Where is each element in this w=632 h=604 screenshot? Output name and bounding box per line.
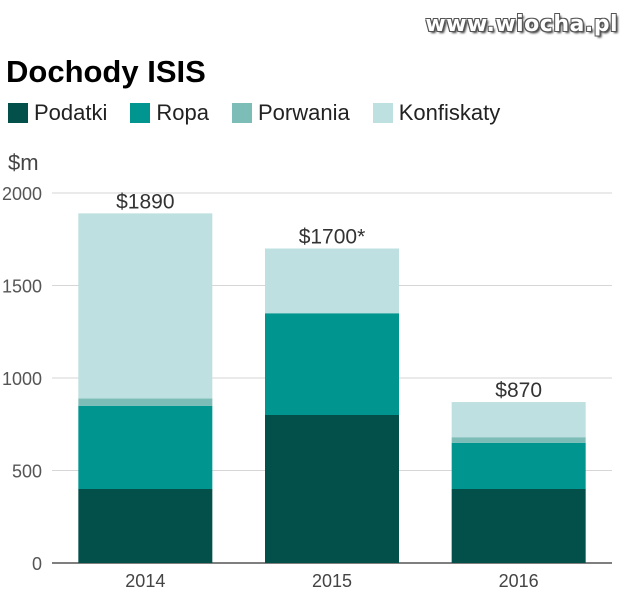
legend-label-konfiskaty: Konfiskaty [398,100,501,125]
bar-segment-konfiskaty-2014 [78,213,213,399]
legend-swatch-ropa [130,103,151,123]
bar-segment-konfiskaty-2016 [451,402,586,438]
chart-title: Dochody ISIS [6,54,206,89]
total-label-2014: $1890 [116,190,174,213]
x-tick-label-2016: 2016 [499,571,539,591]
legend-swatch-porwania [231,103,252,123]
legend-item-porwania: Porwania [231,100,350,126]
x-tick-label-2014: 2014 [125,571,165,591]
bar-segment-podatki-2015 [265,415,399,563]
legend-swatch-konfiskaty [372,103,393,123]
x-tick-label-2015: 2015 [312,571,352,591]
watermark-logo: www.wiocha.pl [425,12,618,37]
legend-item-ropa: Ropa [130,100,209,126]
y-tick-label-500: 500 [12,462,42,482]
y-tick-label-1000: 1000 [2,369,42,389]
bar-segment-podatki-2016 [451,489,586,563]
legend-item-konfiskaty: Konfiskaty [372,100,501,126]
bar-segment-konfiskaty-2015 [265,248,399,314]
bar-segment-ropa-2016 [451,442,586,489]
bar-segment-ropa-2014 [78,405,213,489]
legend-label-ropa: Ropa [156,100,209,125]
legend-label-podatki: Podatki [34,100,108,125]
total-label-2016: $870 [495,379,542,402]
y-tick-label-0: 0 [32,554,42,574]
y-tick-label-1500: 1500 [2,277,42,297]
bar-segment-podatki-2014 [78,489,213,563]
legend-label-porwania: Porwania [257,100,350,125]
legend-item-podatki: Podatki [8,100,107,126]
legend: Podatki Ropa Porwania Konfiskaty [8,100,523,126]
bar-segment-ropa-2015 [265,313,399,415]
bar-segment-porwania-2016 [451,437,586,443]
total-label-2015: $1700* [299,226,366,249]
y-tick-label-2000: 2000 [2,184,42,204]
y-axis-unit: $m [8,150,39,175]
legend-swatch-podatki [8,103,28,123]
bar-segment-porwania-2014 [78,398,213,406]
